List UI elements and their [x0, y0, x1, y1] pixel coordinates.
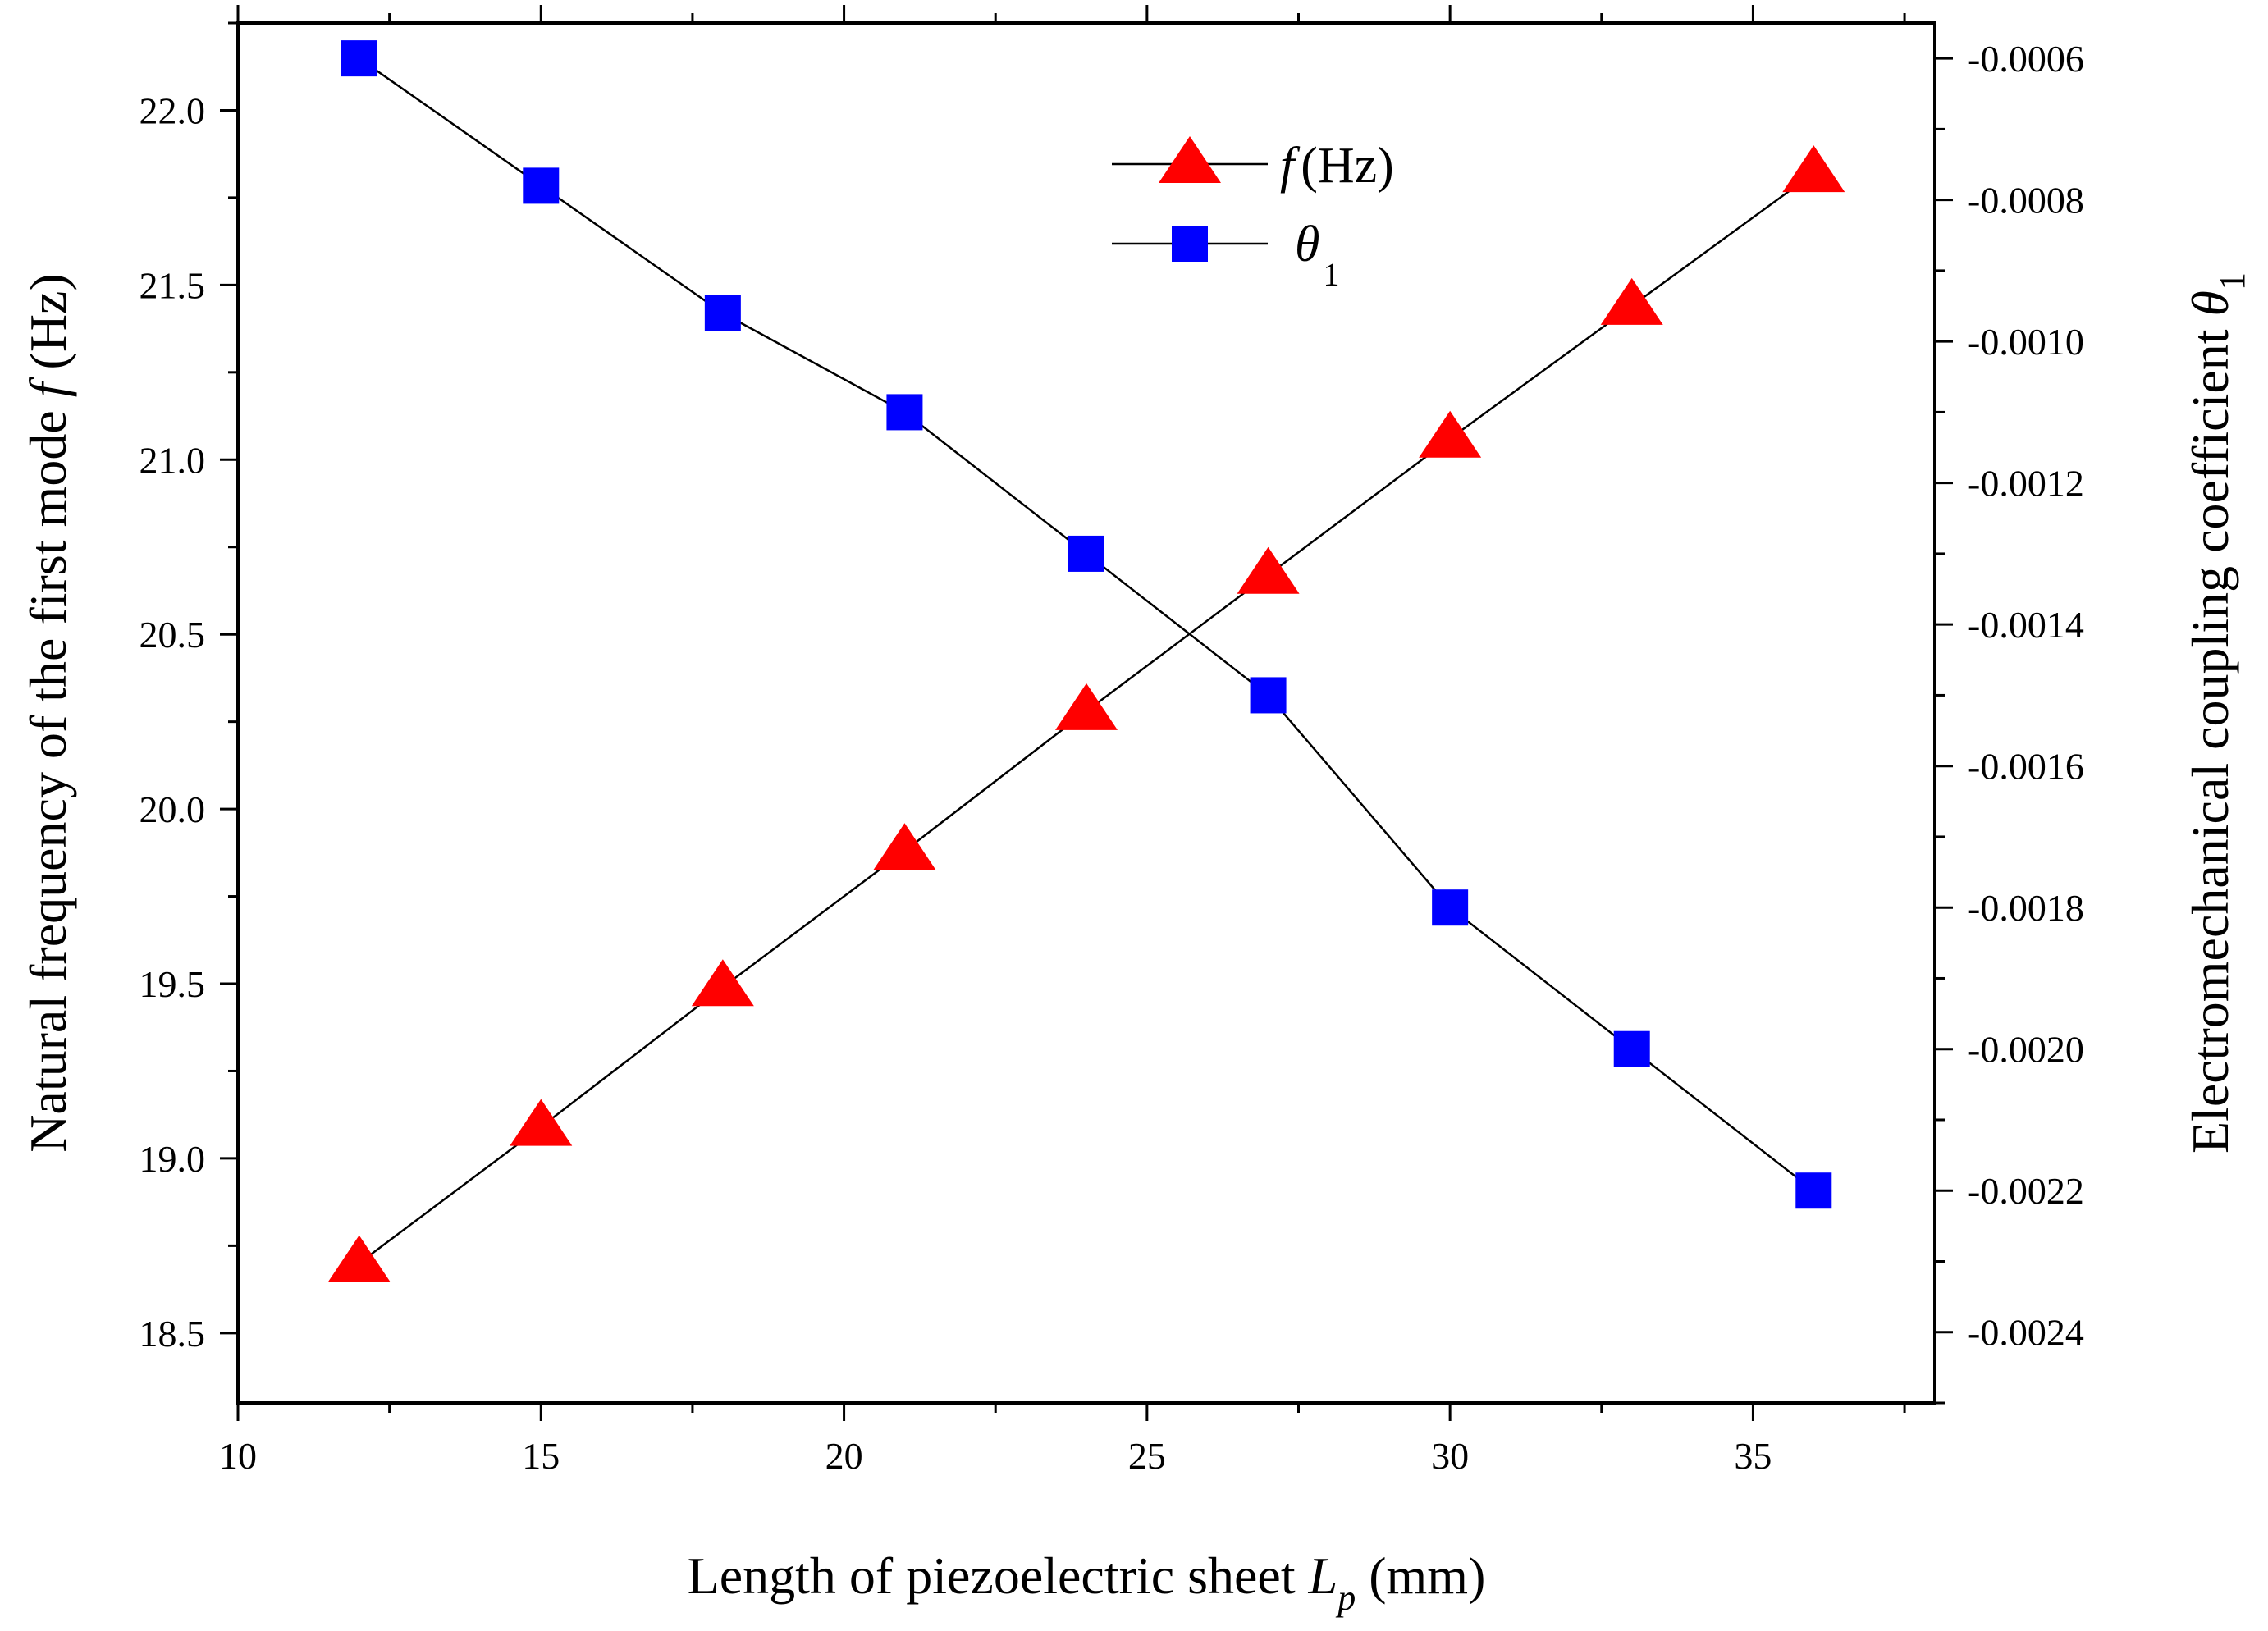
right-tick-label: -0.0010	[1968, 321, 2084, 363]
right-tick-label: -0.0024	[1968, 1312, 2084, 1354]
left-tick-label: 19.5	[139, 963, 206, 1005]
right-tick-label: -0.0018	[1968, 887, 2084, 929]
legend-marker-f	[1159, 136, 1221, 183]
left-tick-label: 18.5	[139, 1313, 206, 1355]
left-tick-label: 21.0	[139, 439, 206, 481]
right-tick-label: -0.0014	[1968, 604, 2084, 646]
right-axis-ticks: -0.0024 -0.0022 -0.0020 -0.0018 -0.0016 -0.00…	[1935, 38, 2084, 1405]
left-tick-label: 22.0	[139, 89, 206, 131]
right-tick-label: -0.0020	[1968, 1029, 2084, 1071]
right-tick-label: -0.0006	[1968, 38, 2084, 80]
plot-frame	[236, 21, 1936, 1405]
right-tick-label: -0.0016	[1968, 746, 2084, 788]
right-tick-label: -0.0012	[1968, 463, 2084, 505]
theta-point	[1432, 889, 1469, 926]
right-axis-title: Electromechanical coupling coefficient θ…	[2181, 272, 2252, 1154]
f-point	[873, 823, 936, 870]
x-tick-label: 15	[522, 1435, 560, 1477]
f-point	[510, 1099, 573, 1146]
legend-label-theta: θ1	[1295, 217, 1339, 293]
right-tick-label: -0.0008	[1968, 180, 2084, 222]
series-line-1	[358, 57, 1815, 1192]
f-point	[1419, 410, 1482, 458]
theta-point	[704, 295, 741, 331]
left-tick-label: 20.5	[139, 614, 206, 656]
f-point	[1782, 145, 1845, 193]
theta-point	[523, 167, 560, 204]
theta-point	[886, 394, 923, 431]
f-point	[1055, 683, 1118, 730]
right-tick-label: -0.0022	[1968, 1170, 2084, 1212]
f-point	[1237, 546, 1300, 594]
theta-point	[341, 40, 377, 77]
x-tick-label: 10	[219, 1435, 257, 1477]
theta-point	[1250, 677, 1287, 714]
x-axis-ticks: 10 15 20 25 30 35	[219, 5, 1906, 1477]
legend: f (Hz) θ1	[1112, 136, 1394, 293]
f-point	[1600, 277, 1663, 325]
x-tick-label: 30	[1431, 1435, 1469, 1477]
x-tick-label: 20	[825, 1435, 863, 1477]
x-tick-label: 35	[1734, 1435, 1772, 1477]
left-tick-label: 19.0	[139, 1138, 206, 1180]
f-point	[691, 959, 754, 1007]
series-layer	[327, 40, 1845, 1282]
left-tick-label: 20.0	[139, 788, 206, 830]
theta-point	[1068, 535, 1104, 572]
legend-label-f: f (Hz)	[1280, 138, 1394, 194]
x-tick-label: 25	[1128, 1435, 1166, 1477]
left-axis-ticks: 18.5 19.0 19.5 20.0 20.5 21.0 21.5 22.0	[139, 21, 238, 1355]
theta-point	[1613, 1030, 1650, 1067]
left-tick-label: 21.5	[139, 264, 206, 306]
x-axis-title: Length of piezoelectric sheet Lp (mm)	[688, 1546, 1486, 1618]
legend-marker-theta	[1172, 226, 1208, 262]
left-axis-title: Natural frequency of the first mode f (H…	[19, 273, 77, 1153]
theta-point	[1795, 1172, 1832, 1209]
f-point	[327, 1235, 391, 1282]
